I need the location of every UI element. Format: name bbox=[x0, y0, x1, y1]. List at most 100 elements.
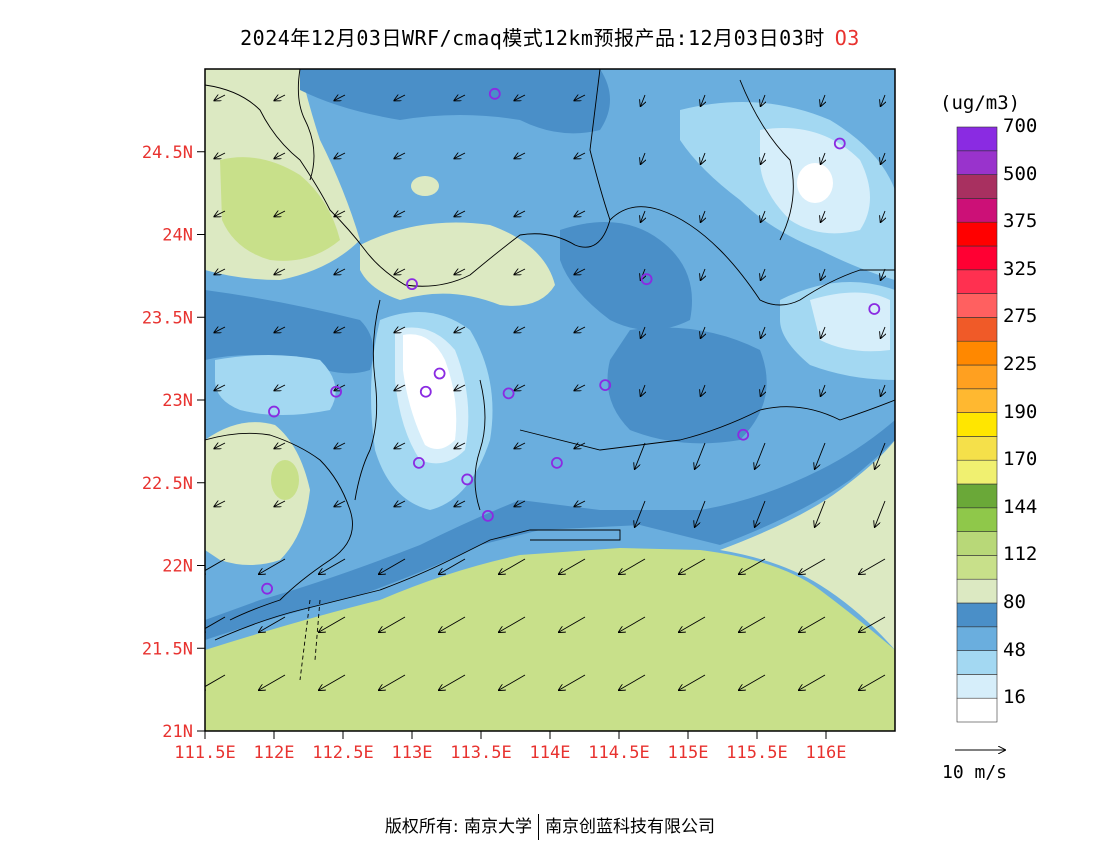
lat-tick-label: 23.5N bbox=[142, 308, 193, 328]
station-marker bbox=[261, 582, 274, 595]
wind-arrow bbox=[635, 442, 646, 469]
wind-arrow bbox=[695, 500, 706, 527]
wind-arrow bbox=[761, 384, 765, 396]
wind-arrow bbox=[679, 616, 706, 632]
title-species: O3 bbox=[834, 26, 860, 50]
wind-arrow bbox=[574, 153, 586, 158]
wind-arrow bbox=[799, 558, 826, 574]
wind-arrow bbox=[514, 385, 526, 390]
figure-title: 2024年12月03日WRF/cmaq模式12km预报产品:12月03日03时 O… bbox=[0, 22, 1100, 51]
wind-arrow bbox=[815, 500, 826, 527]
wind-arrow bbox=[334, 153, 346, 158]
colorbar-segment bbox=[956, 126, 998, 152]
colorbar-label: 190 bbox=[1003, 400, 1038, 423]
wind-arrow bbox=[454, 269, 466, 274]
wind-arrow bbox=[574, 501, 586, 506]
wind-arrow bbox=[761, 326, 765, 338]
wind-arrow bbox=[274, 95, 286, 100]
colorbar-label: 16 bbox=[1003, 686, 1026, 709]
wind-arrow bbox=[739, 616, 766, 632]
wind-arrow bbox=[755, 500, 766, 527]
colorbar-segment bbox=[956, 602, 998, 628]
wind-arrow bbox=[334, 501, 346, 506]
colorbar-segment bbox=[956, 507, 998, 532]
wind-arrow bbox=[379, 558, 406, 574]
wind-arrow bbox=[319, 616, 346, 632]
wind-arrow bbox=[394, 153, 406, 158]
station-marker bbox=[406, 278, 418, 291]
lon-tick-label: 113.5E bbox=[450, 743, 511, 763]
lon-tick-label: 112E bbox=[254, 743, 295, 763]
colorbar-segment bbox=[956, 293, 998, 318]
wind-arrow bbox=[439, 674, 466, 690]
wind-arrow bbox=[454, 211, 466, 216]
wind-arrow bbox=[641, 210, 645, 222]
wind-arrow bbox=[701, 384, 705, 396]
wind-arrow bbox=[334, 95, 346, 100]
wind-arrow bbox=[274, 327, 286, 332]
boundary-center bbox=[474, 379, 486, 511]
wind-arrow bbox=[214, 95, 226, 100]
boundary-east bbox=[519, 399, 895, 451]
station-marker bbox=[599, 379, 612, 392]
station-marker bbox=[833, 137, 846, 150]
wind-arrow bbox=[701, 268, 705, 280]
wind-arrow bbox=[394, 269, 406, 274]
lon-tick-label: 114.5E bbox=[588, 743, 649, 763]
colorbar-segment bbox=[956, 245, 998, 271]
longitude-axis: 111.5E 112E 112.5E 113E 113.5E 114E 114.5E 115E… bbox=[174, 731, 846, 763]
station-marker bbox=[488, 87, 501, 100]
colorbar-segment bbox=[956, 221, 998, 247]
copyright-left: 版权所有: 南京大学 bbox=[384, 817, 533, 837]
wind-arrow bbox=[514, 211, 526, 216]
wind-arrow bbox=[394, 501, 406, 506]
wind-arrow bbox=[739, 558, 766, 574]
wind-arrow bbox=[574, 211, 586, 216]
lon-tick-label: 115E bbox=[668, 743, 709, 763]
wind-arrow bbox=[761, 94, 765, 106]
wind-arrow bbox=[859, 674, 886, 690]
colorbar-segment bbox=[956, 578, 998, 604]
wind-arrow bbox=[701, 210, 705, 222]
wind-arrow bbox=[881, 326, 885, 338]
colorbar bbox=[956, 126, 998, 723]
wind-arrow bbox=[499, 674, 526, 690]
wind-arrow bbox=[514, 327, 526, 332]
wind-arrow bbox=[454, 327, 466, 332]
wind-arrow bbox=[881, 152, 885, 164]
wind-arrow bbox=[454, 385, 466, 390]
station-marker bbox=[868, 303, 881, 315]
wind-arrow bbox=[799, 674, 826, 690]
wind-arrow bbox=[755, 442, 766, 469]
wind-arrow bbox=[499, 616, 526, 632]
wind-arrow bbox=[559, 674, 586, 690]
copyright: 版权所有: 南京大学 南京创蓝科技有限公司 bbox=[0, 812, 1100, 840]
latitude-axis: 24.5N 24N 23.5N 23N 22.5N 22N 21.5N 21N bbox=[142, 143, 205, 742]
coastline bbox=[214, 529, 621, 641]
wind-arrow bbox=[701, 152, 705, 164]
wind-arrow bbox=[821, 384, 825, 396]
colorbar-label: 170 bbox=[1003, 448, 1038, 471]
lon-tick-label: 115.5E bbox=[726, 743, 787, 763]
station-marker bbox=[268, 405, 280, 418]
wind-arrow bbox=[274, 501, 286, 506]
station-marker bbox=[412, 456, 425, 469]
copyright-right: 南京创蓝科技有限公司 bbox=[545, 817, 716, 837]
lat-tick-label: 21.5N bbox=[142, 639, 193, 659]
field-green-west bbox=[271, 460, 299, 500]
wind-arrow bbox=[881, 210, 885, 222]
wind-arrow bbox=[205, 674, 226, 690]
boundary-nw bbox=[297, 69, 315, 181]
wind-arrow bbox=[259, 616, 286, 632]
wind-arrow bbox=[859, 616, 886, 632]
colorbar-segment bbox=[956, 650, 998, 675]
wind-arrow bbox=[334, 443, 346, 448]
wind-arrow bbox=[499, 558, 526, 574]
lat-tick-label: 22N bbox=[162, 557, 193, 577]
wind-arrow bbox=[574, 443, 586, 448]
colorbar-segment bbox=[956, 436, 998, 461]
lat-tick-label: 24N bbox=[162, 226, 193, 246]
colorbar-segment bbox=[956, 364, 998, 390]
colorbar-label: 325 bbox=[1003, 257, 1038, 280]
